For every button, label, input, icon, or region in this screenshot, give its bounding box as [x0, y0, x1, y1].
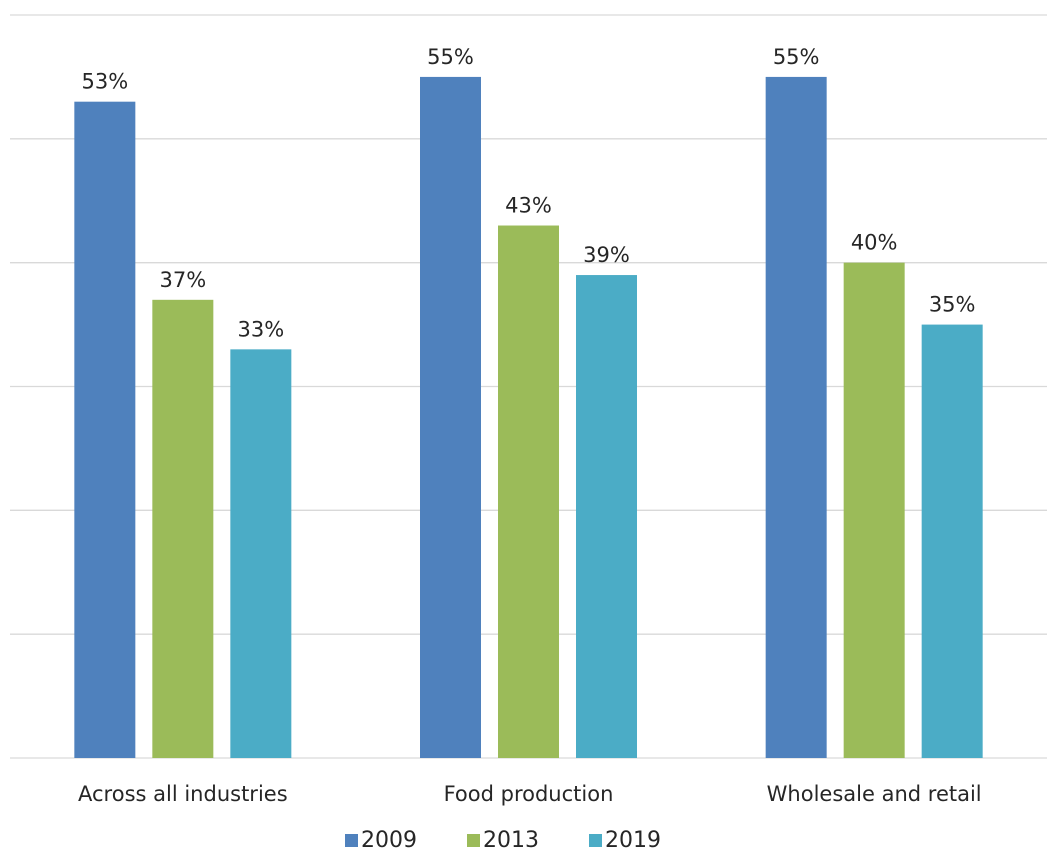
bars: [74, 76, 983, 758]
legend-label-2013: 2013: [483, 828, 539, 853]
data-label-2013-1: 43%: [505, 194, 552, 218]
data-label-2009-1: 55%: [427, 45, 474, 69]
bar-2019-0[interactable]: [230, 349, 292, 758]
bar-2013-2[interactable]: [843, 262, 905, 758]
x-tick-label-1: Food production: [444, 782, 614, 806]
data-label-2019-2: 35%: [929, 293, 976, 317]
x-axis-tick-labels: Across all industries Food production Whol…: [78, 782, 982, 806]
data-label-2013-0: 37%: [159, 268, 206, 292]
legend-swatch-2013: [467, 834, 480, 847]
legend-label-2009: 2009: [361, 828, 417, 853]
data-label-2009-2: 55%: [773, 45, 820, 69]
bar-2019-1[interactable]: [576, 275, 637, 758]
x-tick-label-2: Wholesale and retail: [767, 782, 982, 806]
x-tick-label-0: Across all industries: [78, 782, 288, 806]
bar-2019-2[interactable]: [921, 324, 983, 758]
bar-2009-2[interactable]: [765, 76, 827, 758]
data-label-2019-0: 33%: [237, 317, 284, 341]
data-label-2013-2: 40%: [851, 231, 898, 255]
bar-2009-0[interactable]: [74, 101, 136, 758]
legend-swatch-2009: [345, 834, 358, 847]
bar-2013-1[interactable]: [498, 225, 559, 758]
bar-2013-0[interactable]: [152, 299, 214, 758]
data-label-2009-0: 53%: [81, 70, 128, 94]
legend-label-2019: 2019: [605, 828, 661, 853]
data-label-2019-1: 39%: [583, 243, 630, 267]
bar-2009-1[interactable]: [420, 76, 481, 758]
legend-swatch-2019: [589, 834, 602, 847]
data-labels: 53% 37% 33% 55% 43% 39% 55% 40% 35%: [81, 45, 975, 341]
legend: 2009 2013 2019: [345, 828, 661, 853]
